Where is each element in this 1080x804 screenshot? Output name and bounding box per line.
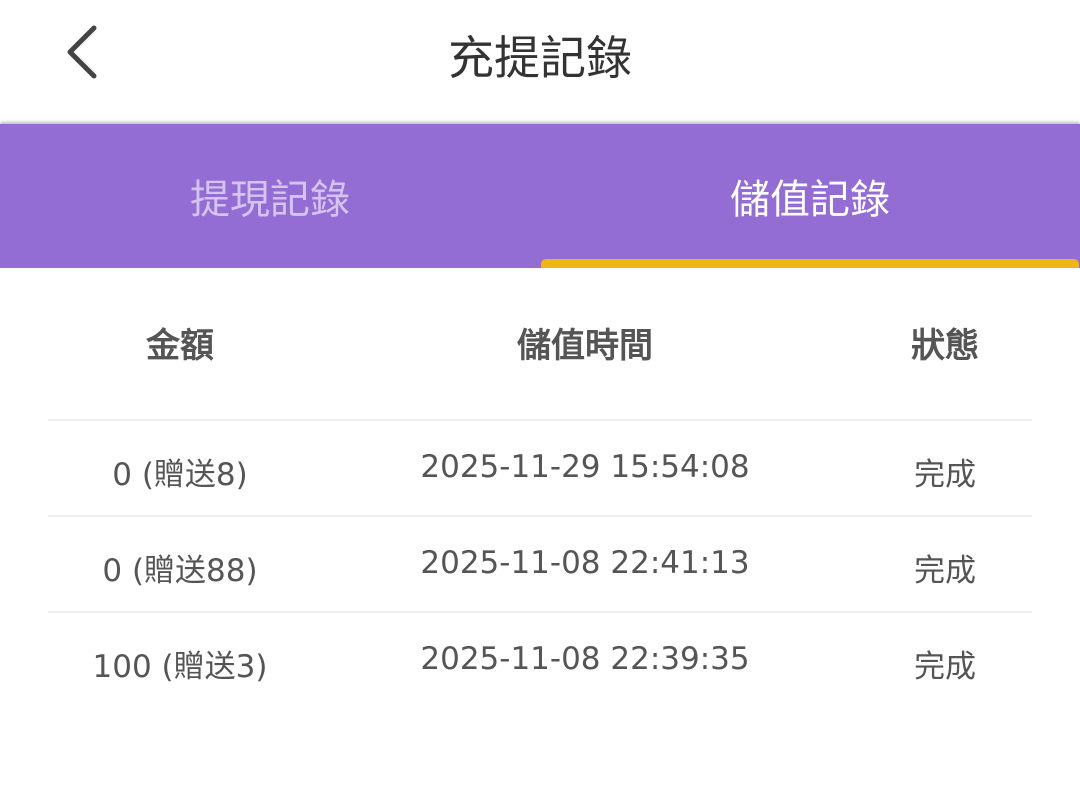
time-cell: 2025-11-08 22:41:13 (420, 545, 750, 581)
tab-withdraw-records[interactable]: 提現記錄 (190, 177, 350, 223)
amount-cell: 0 (贈送8) (112, 457, 248, 493)
back-button[interactable] (58, 22, 108, 82)
page-title: 充提記錄 (448, 31, 632, 85)
column-header-status: 狀態 (911, 326, 979, 366)
status-cell: 完成 (914, 553, 976, 589)
table-row: 0 (贈送8) 2025-11-29 15:54:08 完成 (48, 419, 1032, 517)
time-cell: 2025-11-29 15:54:08 (420, 449, 750, 485)
table-row: 100 (贈送3) 2025-11-08 22:39:35 完成 (48, 611, 1032, 709)
amount-cell: 100 (贈送3) (92, 649, 268, 685)
amount-cell: 0 (贈送88) (102, 553, 258, 589)
tab-bar: 提現記錄 儲值記錄 (0, 124, 1080, 268)
table-row: 0 (贈送88) 2025-11-08 22:41:13 完成 (48, 515, 1032, 613)
column-header-time: 儲值時間 (517, 326, 653, 366)
time-cell: 2025-11-08 22:39:35 (420, 641, 750, 677)
column-header-amount: 金額 (146, 326, 214, 366)
header: 充提記錄 (0, 0, 1080, 124)
status-cell: 完成 (914, 457, 976, 493)
chevron-left-icon (67, 25, 97, 79)
tab-deposit-records[interactable]: 儲值記錄 (730, 177, 890, 223)
status-cell: 完成 (914, 649, 976, 685)
active-tab-indicator (541, 259, 1079, 268)
